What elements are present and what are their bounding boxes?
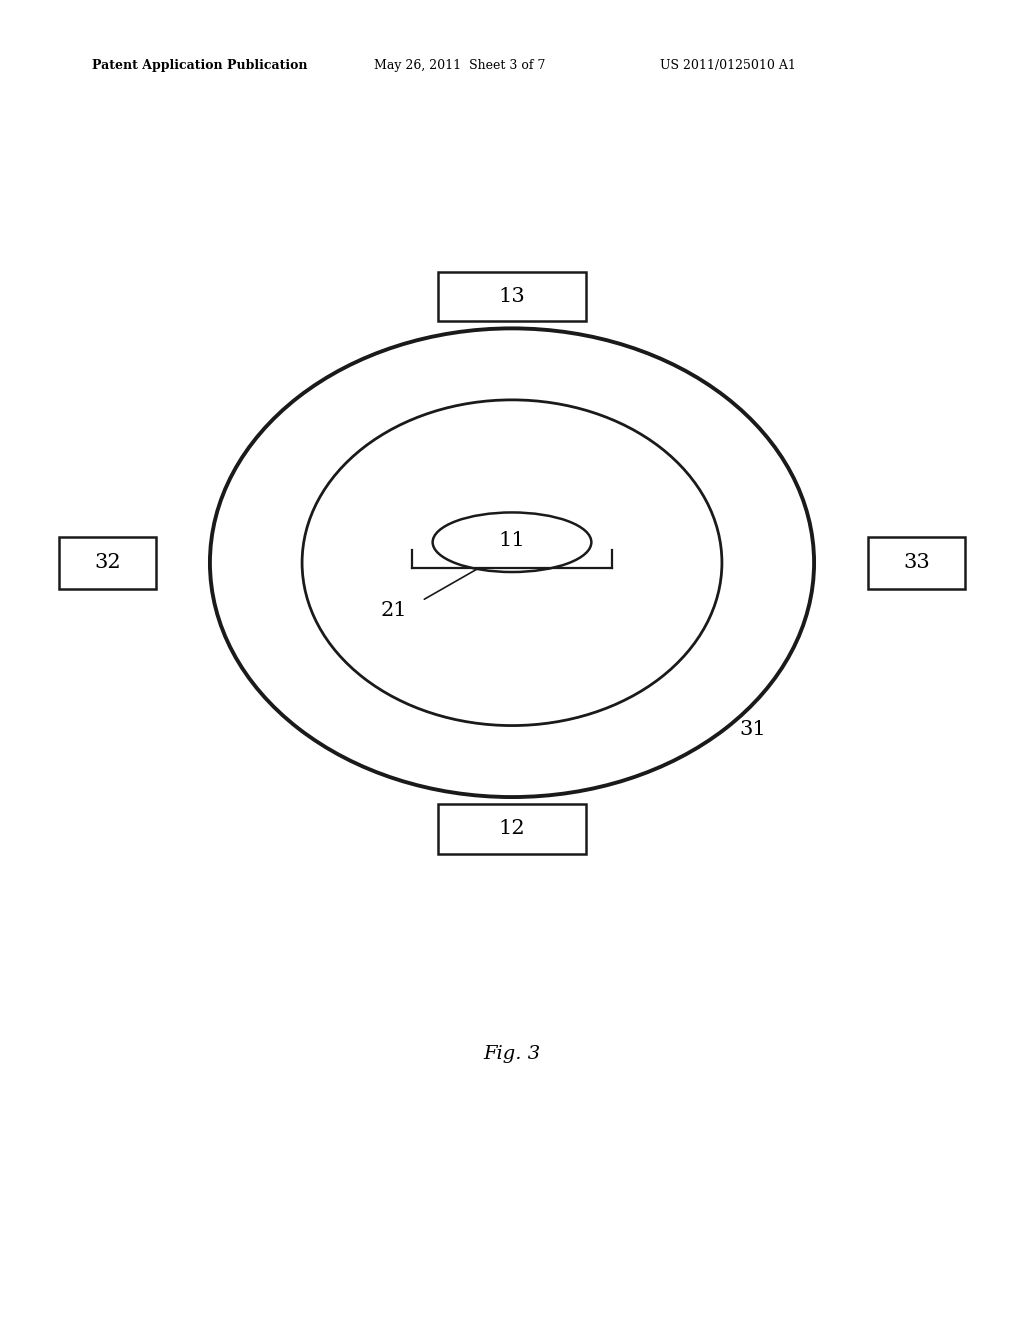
Text: 21: 21 [381, 602, 408, 620]
FancyBboxPatch shape [438, 804, 586, 854]
Text: 32: 32 [94, 553, 121, 573]
Text: 12: 12 [499, 820, 525, 838]
Text: 31: 31 [739, 721, 766, 739]
FancyBboxPatch shape [868, 537, 965, 589]
Text: Fig. 3: Fig. 3 [483, 1045, 541, 1063]
Text: 13: 13 [499, 286, 525, 306]
FancyBboxPatch shape [438, 272, 586, 321]
Text: 11: 11 [499, 531, 525, 549]
FancyBboxPatch shape [58, 537, 156, 589]
Text: Patent Application Publication: Patent Application Publication [92, 58, 307, 71]
Text: May 26, 2011  Sheet 3 of 7: May 26, 2011 Sheet 3 of 7 [374, 58, 545, 71]
Text: US 2011/0125010 A1: US 2011/0125010 A1 [660, 58, 797, 71]
Text: 33: 33 [903, 553, 930, 573]
